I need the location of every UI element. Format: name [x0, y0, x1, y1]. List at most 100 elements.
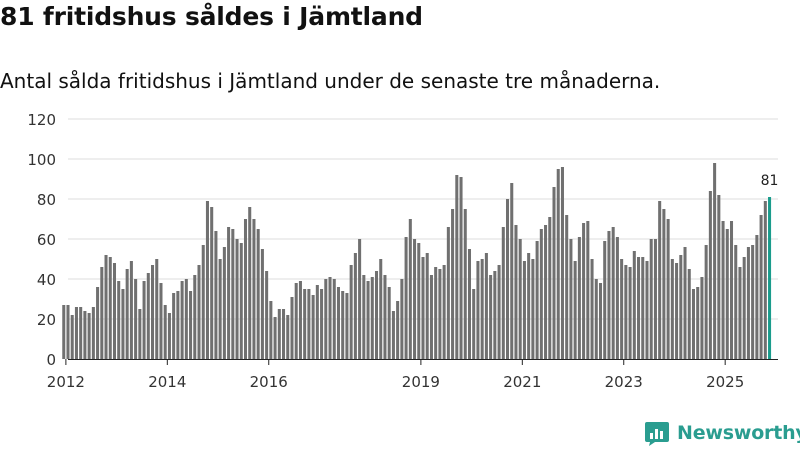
- x-tick-label-2012: 2012: [47, 373, 85, 391]
- bar: [222, 247, 226, 359]
- bar: [341, 291, 345, 359]
- bar: [256, 229, 260, 359]
- bar: [417, 243, 421, 359]
- bar: [66, 305, 70, 359]
- bar: [129, 261, 133, 359]
- bar: [374, 271, 379, 359]
- bar: [391, 311, 395, 359]
- bar: [704, 245, 708, 359]
- bar: [497, 265, 501, 359]
- bar: [117, 281, 121, 359]
- bar: [104, 255, 108, 359]
- bar: [379, 259, 383, 359]
- bar: [700, 277, 704, 359]
- bar: [438, 269, 442, 359]
- bar: [628, 267, 632, 359]
- bar: [163, 305, 167, 359]
- bar: [96, 287, 100, 359]
- bar: [514, 225, 518, 359]
- bar: [544, 225, 548, 359]
- bar: [62, 305, 66, 359]
- bar: [535, 241, 539, 359]
- bar-latest: [768, 197, 772, 359]
- bar: [729, 221, 734, 359]
- bar: [586, 221, 590, 359]
- bar: [142, 281, 146, 359]
- newsworthy-brand: Newsworthy: [644, 420, 800, 446]
- bar: [649, 239, 653, 359]
- bar: [624, 265, 628, 359]
- bar: [282, 309, 286, 359]
- bar: [277, 309, 281, 359]
- bar: [290, 297, 294, 359]
- bar: [286, 315, 290, 359]
- bar: [298, 281, 302, 359]
- bar: [759, 215, 763, 359]
- bar: [742, 257, 746, 359]
- bar: [324, 279, 328, 359]
- bar: [746, 247, 750, 359]
- bar: [476, 261, 480, 359]
- bar: [658, 201, 662, 359]
- bar: [573, 261, 577, 359]
- bar: [594, 279, 598, 359]
- bar: [205, 201, 209, 359]
- x-tick-label-2014: 2014: [148, 373, 186, 391]
- bar: [455, 175, 459, 359]
- bar: [239, 243, 243, 359]
- bar: [582, 223, 586, 359]
- bar: [315, 285, 319, 359]
- bar: [679, 255, 683, 359]
- bar: [265, 271, 269, 359]
- bar: [548, 217, 552, 359]
- bar: [425, 253, 429, 359]
- x-axis-ticks: 2012 2014 2016 2019 2021 2023 2025: [47, 359, 744, 391]
- bar-value-label-latest: 81: [761, 173, 779, 189]
- bar: [429, 275, 433, 359]
- bar: [641, 257, 645, 359]
- bar: [138, 309, 142, 359]
- bar: [311, 295, 315, 359]
- bar: [734, 245, 738, 359]
- bar: [717, 195, 721, 359]
- bar: [708, 191, 712, 359]
- bar: [675, 263, 679, 359]
- bar: [396, 301, 400, 359]
- bar: [383, 275, 387, 359]
- x-tick-label-2021: 2021: [503, 373, 541, 391]
- bar: [74, 307, 78, 359]
- bar: [125, 269, 129, 359]
- bar: [615, 237, 619, 359]
- bar: [463, 209, 467, 359]
- bar: [442, 265, 446, 359]
- bar: [112, 263, 117, 359]
- bar: [252, 219, 256, 359]
- bar: [167, 313, 171, 359]
- x-tick-label-2023: 2023: [605, 373, 643, 391]
- bar: [387, 287, 391, 359]
- bar: [501, 227, 505, 359]
- bar: [176, 291, 180, 359]
- bar: [303, 289, 307, 359]
- bar: [243, 219, 248, 359]
- bar: [134, 279, 138, 359]
- bar: [611, 227, 615, 359]
- bar: [569, 239, 573, 359]
- bar: [87, 313, 91, 359]
- bar: [577, 237, 581, 359]
- bar: [184, 279, 188, 359]
- bar: [522, 261, 526, 359]
- bar: [201, 245, 205, 359]
- bar: [446, 227, 450, 359]
- bar: [70, 315, 74, 359]
- bar: [607, 231, 611, 359]
- bar: [345, 293, 349, 359]
- bar: [79, 307, 83, 359]
- bar: [248, 207, 252, 359]
- chart-title: 81 fritidshus såldes i Jämtland: [0, 2, 423, 31]
- bar: [518, 239, 522, 359]
- y-tick-label-60: 60: [37, 231, 56, 249]
- bar: [294, 283, 298, 359]
- y-axis-tick-labels: 0 20 40 60 80 100 120: [27, 111, 56, 369]
- bar: [91, 307, 95, 359]
